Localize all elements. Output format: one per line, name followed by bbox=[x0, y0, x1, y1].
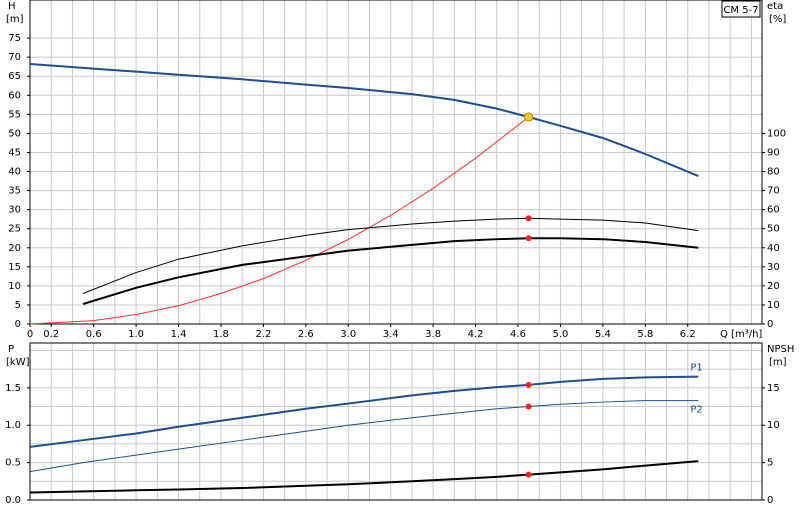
x-tick-label: 3.0 bbox=[340, 329, 356, 340]
plot-frame bbox=[29, 342, 763, 501]
y2-tick-label: 80 bbox=[767, 167, 780, 178]
curve bbox=[29, 400, 699, 473]
x-tick-label: 0.6 bbox=[86, 329, 102, 340]
duty-point bbox=[525, 381, 532, 388]
y-tick-label: 5 bbox=[15, 300, 21, 311]
y-tick-label: 75 bbox=[8, 33, 21, 44]
y-tick-label: 40 bbox=[8, 167, 21, 178]
x-tick-label: 6.2 bbox=[680, 329, 696, 340]
y2-tick-label: 5 bbox=[767, 458, 773, 469]
y-tick-label: 10 bbox=[8, 281, 21, 292]
curve bbox=[82, 237, 699, 305]
x-axis-label: Q [m³/h] bbox=[720, 329, 762, 340]
y-tick-label: 15 bbox=[8, 262, 21, 273]
x-tick-label: 3.4 bbox=[383, 329, 399, 340]
title-box bbox=[721, 0, 761, 18]
x-tick-label: 5.4 bbox=[595, 329, 611, 340]
y2-axis-label: eta bbox=[767, 1, 783, 12]
y2-tick-label: 10 bbox=[767, 420, 780, 431]
y-tick-label: 50 bbox=[8, 128, 21, 139]
series-label: P1 bbox=[690, 363, 702, 374]
curve bbox=[29, 460, 699, 494]
duty-point bbox=[525, 403, 532, 410]
x-tick-label: 5.0 bbox=[552, 329, 568, 340]
y-tick-label: 1.0 bbox=[5, 420, 21, 431]
y-tick-label: 20 bbox=[8, 243, 21, 254]
y2-axis-unit: [m] bbox=[769, 357, 787, 368]
y-tick-label: 55 bbox=[8, 109, 21, 120]
y2-tick-label: 100 bbox=[767, 128, 786, 139]
curve bbox=[29, 63, 699, 178]
x-tick-label: 1.4 bbox=[171, 329, 187, 340]
x-tick-label: 1.8 bbox=[213, 329, 229, 340]
y2-tick-label: 60 bbox=[767, 205, 780, 216]
x-tick-label: 3.8 bbox=[425, 329, 441, 340]
y-tick-label: 0.5 bbox=[5, 458, 21, 469]
y2-tick-label: 50 bbox=[767, 224, 780, 235]
duty-point bbox=[524, 112, 534, 122]
x-tick-label: 0.2 bbox=[43, 329, 59, 340]
x-tick-label: 2.2 bbox=[255, 329, 271, 340]
x-tick-label: 1.0 bbox=[128, 329, 144, 340]
y2-tick-label: 0 bbox=[767, 495, 773, 506]
y-tick-label: 70 bbox=[8, 52, 21, 63]
y-axis-label: H bbox=[8, 1, 16, 12]
y-tick-label: 1.5 bbox=[5, 383, 21, 394]
y-tick-label: 45 bbox=[8, 147, 21, 158]
x-tick-label: 2.6 bbox=[298, 329, 314, 340]
curve bbox=[29, 116, 529, 325]
y-tick-label: 30 bbox=[8, 205, 21, 216]
y2-tick-label: 30 bbox=[767, 262, 780, 273]
y-tick-label: 60 bbox=[8, 90, 21, 101]
curve bbox=[29, 375, 699, 448]
y2-tick-label: 10 bbox=[767, 300, 780, 311]
y-axis-label: P bbox=[8, 344, 14, 355]
y-tick-label: 35 bbox=[8, 186, 21, 197]
y2-axis-unit: [%] bbox=[769, 14, 786, 25]
y-tick-label: 65 bbox=[8, 71, 21, 82]
curve bbox=[82, 217, 699, 294]
y2-tick-label: 90 bbox=[767, 147, 780, 158]
chart-title: CM 5-7 bbox=[723, 5, 758, 16]
series-label: P2 bbox=[690, 405, 702, 416]
duty-point bbox=[525, 235, 532, 242]
y2-axis-label: NPSH bbox=[767, 344, 794, 355]
x-tick-label: 4.6 bbox=[510, 329, 526, 340]
duty-point bbox=[525, 215, 532, 222]
y-tick-label: 0 bbox=[15, 319, 21, 330]
y-axis-unit: [m] bbox=[6, 14, 24, 25]
x-tick-label: 0 bbox=[27, 329, 33, 340]
x-tick-label: 5.8 bbox=[637, 329, 653, 340]
y-tick-label: 25 bbox=[8, 224, 21, 235]
y-axis-unit: [kW] bbox=[6, 357, 30, 368]
y2-tick-label: 15 bbox=[767, 383, 780, 394]
y2-tick-label: 40 bbox=[767, 243, 780, 254]
y2-tick-label: 70 bbox=[767, 186, 780, 197]
y-tick-label: 0.0 bbox=[5, 495, 21, 506]
y2-tick-label: 20 bbox=[767, 281, 780, 292]
x-tick-label: 4.2 bbox=[468, 329, 484, 340]
y2-tick-label: 0 bbox=[767, 319, 773, 330]
duty-point bbox=[525, 471, 532, 478]
plot-frame bbox=[29, 0, 763, 325]
